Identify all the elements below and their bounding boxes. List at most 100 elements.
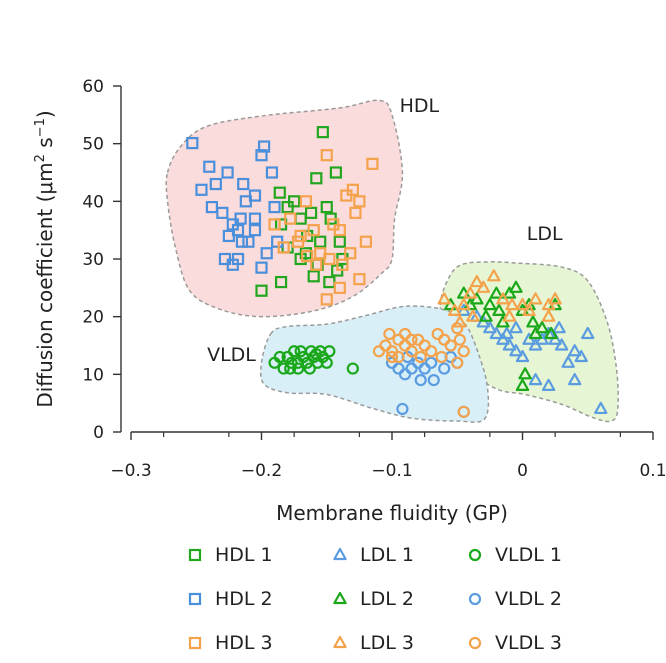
data-point (268, 201, 281, 214)
data-point (500, 326, 514, 340)
data-point (268, 218, 281, 231)
y-axis-title-sup1: 2 (33, 154, 48, 162)
data-point (518, 367, 532, 380)
data-point (437, 292, 451, 305)
data-point (594, 401, 608, 415)
data-point (396, 402, 409, 416)
data-point (209, 177, 222, 191)
data-point (552, 321, 566, 334)
legend-item-vldl-2: VLDL 2 (468, 588, 562, 610)
data-point (526, 315, 540, 328)
data-point (329, 166, 342, 179)
data-point (231, 252, 245, 266)
y-tick-label: 50 (82, 135, 104, 155)
legend-label: HDL 3 (215, 632, 273, 654)
legend-label: VLDL 3 (495, 632, 562, 654)
data-point (248, 189, 262, 202)
data-point (288, 345, 301, 358)
data-point (392, 350, 405, 364)
legend: HDL 1 LDL 1 VLDL 1 HDL 2 LDL 2 VLDL 2 HDL 3 LDL… (188, 544, 562, 654)
region-label-vldl: VLDL (207, 344, 256, 366)
data-point (344, 247, 357, 260)
data-point (528, 326, 543, 340)
legend-marker-triangle-icon (333, 547, 347, 561)
legend-label: VLDL 2 (495, 588, 562, 610)
data-point (427, 374, 440, 387)
region-vldl (259, 305, 490, 423)
data-point (457, 345, 470, 358)
data-point (303, 362, 316, 375)
legend-label: VLDL 1 (495, 544, 562, 566)
y-axis-title-end: ) (33, 110, 57, 118)
data-point (242, 235, 255, 248)
region-label-ldl: LDL (527, 223, 563, 245)
y-tick-label: 60 (82, 77, 104, 97)
data-point (414, 350, 427, 364)
data-point (385, 350, 399, 364)
data-point (255, 261, 268, 274)
legend-item-hdl-1: HDL 1 (188, 544, 273, 566)
legend-marker-square-icon (188, 636, 202, 650)
data-point (457, 405, 470, 418)
series-vldl-1 (268, 345, 359, 375)
legend-label: HDL 2 (215, 588, 273, 610)
data-point (299, 195, 312, 208)
data-point (353, 273, 366, 286)
data-point (284, 362, 297, 375)
data-point (366, 157, 379, 170)
data-point (574, 349, 588, 363)
legend-marker-circle-icon (468, 636, 482, 650)
legend-item-hdl-2: HDL 2 (188, 588, 273, 610)
series-vldl-3 (372, 322, 470, 418)
data-point (561, 355, 575, 368)
data-point (522, 303, 536, 316)
legend-item-ldl-3: LDL 3 (333, 632, 414, 654)
data-point (544, 326, 558, 340)
legend-item-hdl-3: HDL 3 (188, 632, 273, 654)
data-point (320, 149, 333, 162)
data-point (333, 224, 346, 237)
series-ldl-3 (437, 269, 562, 328)
data-point (568, 344, 582, 357)
data-point (291, 235, 305, 248)
y-axis-title-main: Diffusion coefficient (μm (33, 162, 57, 407)
data-point (186, 136, 199, 150)
data-point (248, 224, 262, 237)
data-point (509, 344, 523, 357)
legend-item-ldl-1: LDL 1 (333, 544, 414, 566)
legend-marker-square-icon (188, 592, 202, 606)
data-point (235, 235, 249, 248)
data-point (509, 321, 523, 334)
legend-marker-square-icon (188, 548, 202, 562)
y-tick-label: 40 (82, 192, 104, 212)
legend-label: LDL 3 (360, 632, 414, 654)
data-points (186, 126, 608, 418)
data-point (310, 258, 323, 271)
data-point (320, 356, 333, 369)
data-point (581, 326, 595, 340)
data-point (222, 229, 235, 243)
legend-item-vldl-1: VLDL 1 (468, 544, 562, 566)
data-point (515, 298, 530, 311)
legend-item-vldl-3: VLDL 3 (468, 632, 562, 654)
data-point (438, 362, 451, 375)
data-point (336, 258, 349, 271)
data-point (435, 350, 448, 364)
data-point (554, 338, 569, 351)
data-point (203, 160, 216, 173)
x-tick-label: −0.2 (241, 461, 282, 481)
legend-marker-triangle-icon (333, 635, 347, 649)
data-point (273, 350, 286, 364)
data-point (307, 224, 320, 237)
data-point (320, 201, 333, 214)
x-tick-label: −0.1 (371, 461, 412, 481)
region-label-hdl: HDL (400, 95, 440, 117)
data-point (502, 309, 517, 322)
data-point (205, 201, 219, 214)
legend-label: LDL 1 (360, 544, 414, 566)
data-point (476, 280, 491, 293)
data-point (505, 298, 519, 311)
series-hdl-3 (268, 149, 379, 306)
data-point (291, 362, 305, 375)
data-point (346, 362, 359, 375)
